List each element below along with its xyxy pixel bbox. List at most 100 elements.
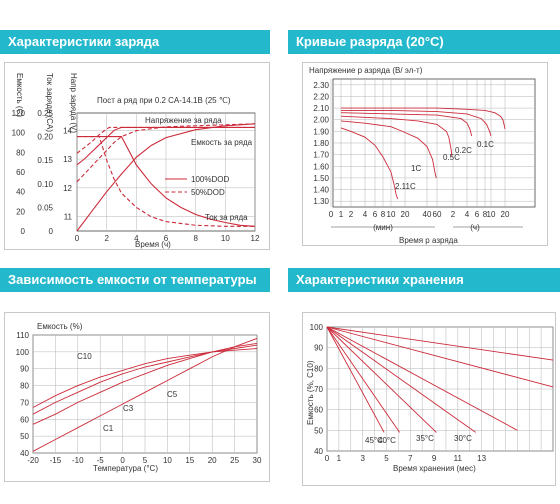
- storage-xtick-7: 13: [477, 454, 486, 463]
- discharge-xlabel: Время р азряда: [399, 236, 458, 245]
- charge-capacity-tick-3: 60: [16, 168, 25, 177]
- storage-ytick-1: 50: [314, 426, 323, 435]
- charge-xtick-1: 2: [104, 234, 109, 243]
- charge-voltage-tick-1: 12: [63, 184, 72, 193]
- storage-line-5: [326, 326, 400, 433]
- charge-current-tick-2: 0.10: [37, 180, 53, 189]
- storage-xtick-1: 1: [337, 454, 342, 463]
- discharge-ytick-3: 1.60: [313, 162, 329, 171]
- charge-capacity-tick-5: 100: [12, 129, 26, 138]
- storage-line-6: [326, 326, 385, 433]
- charge-current-tick-5: 0.25: [37, 109, 53, 118]
- storage-title: Характеристики хранения: [296, 272, 464, 287]
- charge-yheader-0: Емкость (C): [15, 73, 24, 117]
- discharge-ytick-7: 2.00: [313, 116, 329, 125]
- temperature-xtick-10: 30: [253, 456, 262, 465]
- discharge-ytick-8: 2.10: [313, 104, 329, 113]
- discharge-curve-5: [341, 107, 506, 130]
- discharge-xtick-11: 4: [465, 210, 470, 219]
- discharge-ytick-1: 1.40: [313, 186, 329, 195]
- discharge-annotation-1: 1C: [411, 164, 421, 173]
- discharge-ytick-10: 2.30: [313, 81, 329, 90]
- charge-xtick-6: 12: [251, 234, 260, 243]
- storage-line-4: [326, 326, 437, 433]
- temperature-xtick-3: -5: [97, 456, 105, 465]
- temperature-ytick-2: 60: [20, 415, 29, 424]
- charge-capacity-tick-0: 0: [21, 227, 26, 236]
- discharge-curve-1: [340, 120, 437, 178]
- temperature-ytick-0: 40: [20, 449, 29, 458]
- charge-capacity-tick-6: 120: [12, 109, 26, 118]
- storage-annotation-1: 40°C: [378, 436, 396, 445]
- temperature-xtick-8: 20: [208, 456, 217, 465]
- discharge-ylabel: Напряжение р азряда (В/ эл-т): [309, 66, 423, 75]
- charge-yheader-1: Ток заряда (CA): [45, 73, 54, 132]
- temperature-xtick-4: 0: [120, 456, 125, 465]
- charge-series-voltage-1: [76, 126, 255, 154]
- temperature-ylabel: Емкость (%): [37, 322, 83, 331]
- discharge-xtick-4: 6: [373, 210, 378, 219]
- temperature-curve-c5: [32, 344, 258, 415]
- discharge-xtick-5: 8: [381, 210, 386, 219]
- temperature-xlabel: Температура (°C): [93, 464, 158, 473]
- temperature-title: Зависимость емкости от температуры: [8, 272, 257, 287]
- charge-capacity-tick-4: 80: [16, 148, 25, 157]
- charge-xtick-2: 4: [134, 234, 139, 243]
- charge-chart: Емкость (C) Ток заряда (CA) Напр заряда (V…: [12, 73, 260, 249]
- discharge-xtick-14: 10: [487, 210, 496, 219]
- storage-ytick-5: 90: [314, 344, 323, 353]
- discharge-title: Кривые разряда (20°C): [296, 34, 444, 49]
- discharge-xtick-6: 10: [387, 210, 396, 219]
- discharge-xtick-3: 4: [363, 210, 368, 219]
- charge-current-tick-1: 0.05: [37, 203, 53, 212]
- temperature-xtick-2: -10: [72, 456, 84, 465]
- temperature-xtick-1: -15: [50, 456, 62, 465]
- charge-current-tick-4: 0.20: [37, 133, 53, 142]
- temperature-xtick-7: 15: [185, 456, 194, 465]
- discharge-unit-hours: (ч): [470, 223, 480, 232]
- storage-line-0: [326, 326, 554, 361]
- charge-current-tick-0: 0: [49, 227, 54, 236]
- discharge-xtick-2: 2: [349, 210, 354, 219]
- discharge-curve-2: [340, 115, 453, 158]
- temperature-ytick-1: 50: [20, 432, 29, 441]
- temperature-label-c1: C1: [103, 424, 114, 433]
- charge-xtick-0: 0: [75, 234, 80, 243]
- charge-xtick-5: 10: [221, 234, 230, 243]
- storage-header: Характеристики хранения: [288, 268, 560, 292]
- temperature-ytick-6: 100: [16, 348, 30, 357]
- charge-xtick-4: 8: [193, 234, 198, 243]
- temperature-label-c5: C5: [167, 390, 178, 399]
- discharge-annotation-4: 0.1C: [477, 140, 494, 149]
- charge-header: Характеристики заряда: [0, 30, 270, 54]
- discharge-xtick-9: 60: [433, 210, 442, 219]
- charge-panel: Емкость (C) Ток заряда (CA) Напр заряда (V…: [4, 62, 270, 250]
- discharge-annotation-2: 0.5C: [443, 153, 460, 162]
- temperature-ytick-5: 90: [20, 365, 29, 374]
- charge-series-capacity-2: [76, 123, 256, 232]
- discharge-xtick-12: 6: [475, 210, 480, 219]
- charge-voltage-tick-2: 13: [63, 155, 72, 164]
- discharge-ytick-0: 1.30: [313, 197, 329, 206]
- charge-title: Характеристики заряда: [8, 34, 160, 49]
- charge-legend-50: 50%DOD: [191, 188, 225, 197]
- discharge-ytick-6: 1.90: [313, 127, 329, 136]
- temperature-header: Зависимость емкости от температуры: [0, 268, 270, 292]
- discharge-annotation-0: 2.11C: [395, 182, 416, 191]
- temperature-ytick-7: 110: [16, 331, 29, 340]
- storage-ytick-6: 100: [310, 323, 324, 332]
- temperature-xtick-5: 5: [143, 456, 148, 465]
- temperature-curve-c1: [32, 337, 258, 452]
- discharge-xtick-7: 20: [401, 210, 410, 219]
- storage-line-2: [326, 326, 518, 431]
- temperature-curve-c10: [32, 348, 258, 408]
- discharge-curve-0: [340, 127, 399, 200]
- charge-legend-100: 100%DOD: [191, 175, 229, 184]
- temperature-panel: Емкость (%) 40 50 60 70 80 90 100 110 -20 -15 -10 -5…: [4, 312, 270, 482]
- temperature-curve-c3: [32, 342, 258, 425]
- storage-annotation-0: 45°C: [365, 436, 383, 445]
- charge-annotation-capacity: Емкость за ряда: [191, 138, 253, 147]
- charge-annotation-voltage: Напряжение за ряда: [145, 116, 222, 125]
